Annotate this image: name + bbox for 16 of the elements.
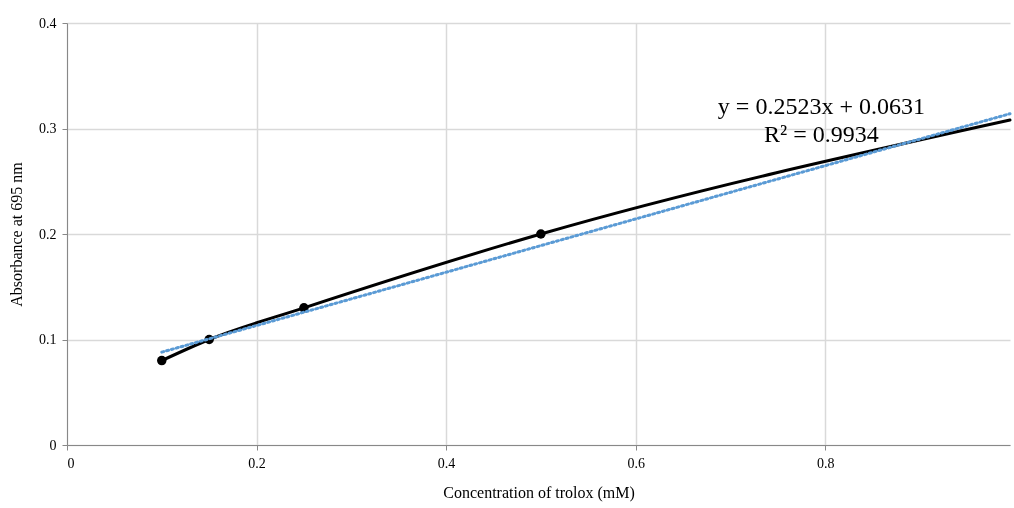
y-tick-label: 0 xyxy=(49,437,57,453)
x-axis-title: Concentration of trolox (mM) xyxy=(443,483,635,502)
point xyxy=(157,355,167,366)
x-tick-label: 0 xyxy=(67,455,75,471)
annotation: y = 0.2523x + 0.0631 xyxy=(717,93,925,120)
x-tick-label: 0.2 xyxy=(248,455,266,471)
x-tick-label: 0.4 xyxy=(437,455,456,471)
point xyxy=(536,229,546,239)
y-tick-label: 0.1 xyxy=(39,332,57,347)
y-tick-label: 0.4 xyxy=(39,15,57,31)
y-tick-label: 0.2 xyxy=(39,226,57,242)
y-axis-title: Absorbance at 695 nm xyxy=(8,161,25,307)
y-tick-label: 0.3 xyxy=(39,121,57,136)
annotation: R² = 0.9934 xyxy=(764,120,879,147)
x-tick-label: 0.8 xyxy=(816,455,835,471)
x-tick-label: 0.6 xyxy=(627,455,645,471)
